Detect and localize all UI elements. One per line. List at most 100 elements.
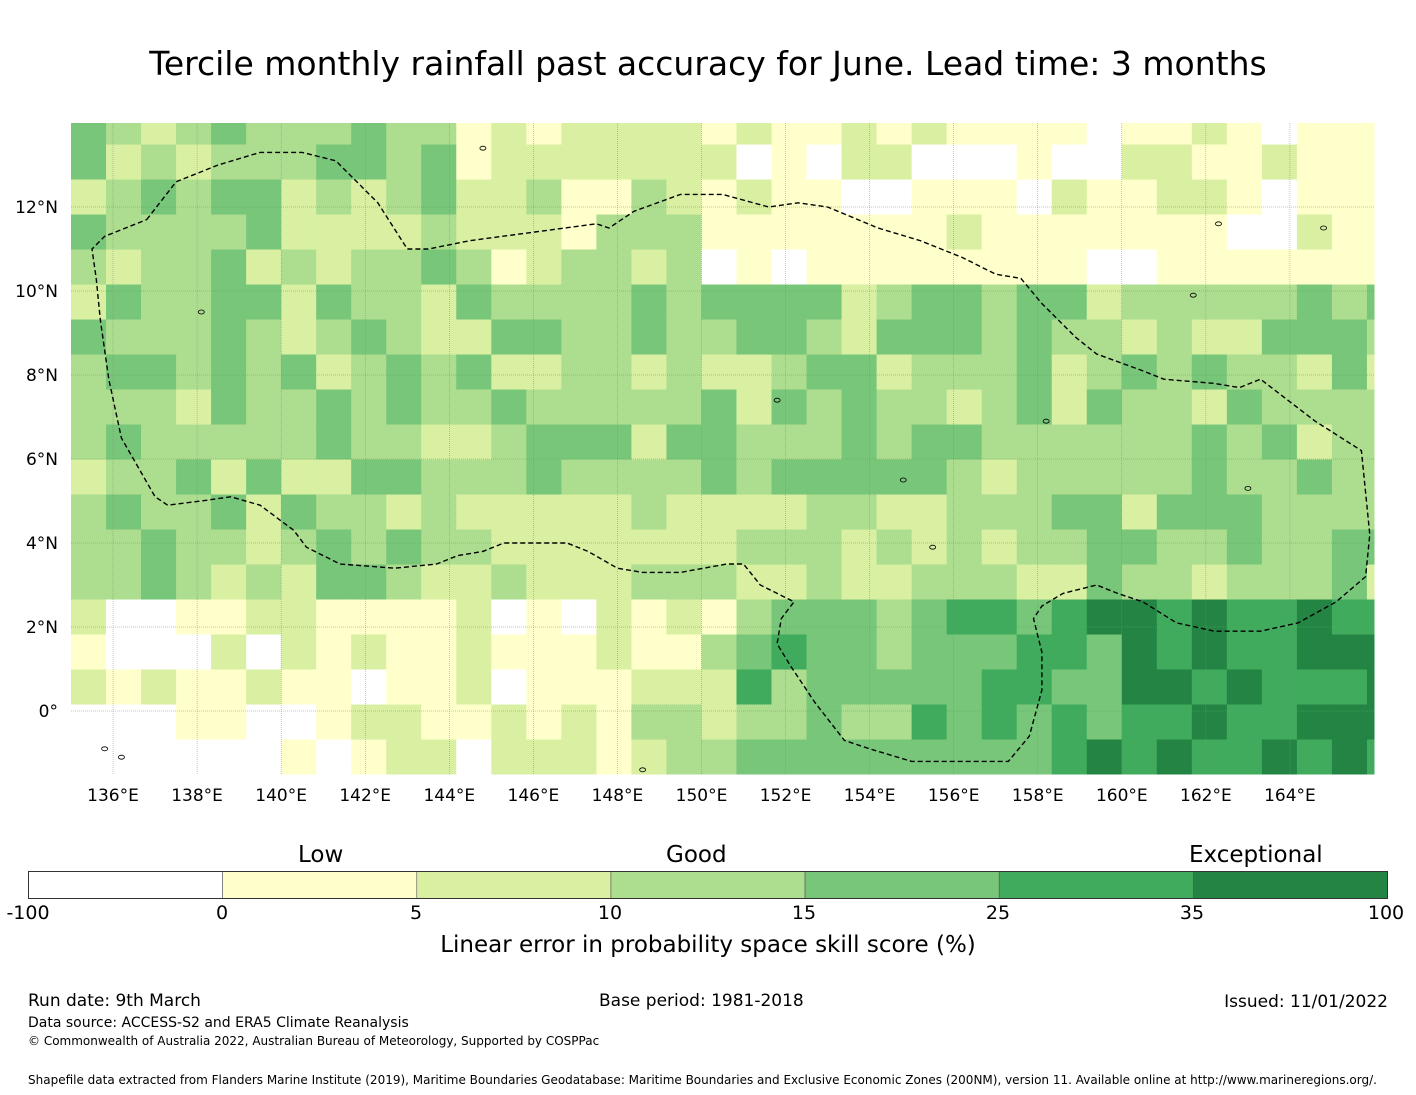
island-outline — [1042, 418, 1050, 424]
grid-cell — [1226, 459, 1263, 495]
grid-cell — [1051, 214, 1088, 250]
grid-cell — [316, 669, 352, 705]
colorbar-bin — [222, 871, 418, 899]
colorbar-tick: 35 — [1179, 902, 1205, 924]
grid-cell — [316, 284, 352, 320]
grid-cell — [1016, 319, 1053, 355]
grid-cell — [561, 564, 597, 600]
grid-cell — [561, 249, 597, 285]
colorbar-title: Linear error in probability space skill … — [440, 932, 976, 958]
grid-cell — [176, 249, 212, 285]
grid-cell — [946, 284, 983, 320]
grid-cell — [876, 669, 913, 705]
grid-cell — [701, 249, 737, 285]
grid-cell — [1296, 424, 1333, 460]
grid-cell — [211, 389, 247, 425]
grid-cell — [1121, 284, 1158, 320]
grid-cell — [351, 179, 387, 215]
grid-cell — [911, 704, 948, 740]
grid-cell — [946, 389, 983, 425]
grid-cell — [526, 319, 562, 355]
grid-cell — [806, 634, 843, 670]
grid-cell — [1296, 179, 1333, 215]
grid-cell — [456, 319, 492, 355]
grid-cell — [806, 389, 843, 425]
grid-cell — [106, 424, 142, 460]
grid-cell — [736, 564, 773, 600]
grid-cell — [1226, 284, 1263, 320]
grid-cell — [631, 284, 667, 320]
grid-cell — [491, 669, 527, 705]
grid-cell — [946, 634, 983, 670]
shapefile-credit: Shapefile data extracted from Flanders M… — [28, 1073, 1377, 1087]
grid-cell — [1016, 459, 1053, 495]
grid-cell — [1331, 494, 1368, 530]
grid-cell — [421, 564, 457, 600]
grid-cell — [1191, 564, 1228, 600]
grid-cell — [841, 123, 878, 145]
grid-cell — [1296, 704, 1333, 740]
longitude-tick-labels: 136°E 138°E 140°E 142°E 144°E 146°E 148°E 150°E… — [87, 786, 1316, 806]
grid-cell — [141, 564, 177, 600]
grid-cell — [1296, 739, 1333, 775]
grid-cell — [316, 354, 352, 390]
grid-cell — [351, 739, 387, 775]
grid-cell — [1331, 529, 1368, 565]
grid-cell — [1191, 494, 1228, 530]
grid-cell — [1366, 669, 1375, 705]
grid-cell — [841, 389, 878, 425]
grid-cell — [806, 284, 843, 320]
grid-cell — [1016, 389, 1053, 425]
grid-cell — [491, 459, 527, 495]
grid-cell — [806, 144, 843, 180]
grid-cell — [596, 669, 632, 705]
grid-cell — [631, 389, 667, 425]
grid-cell — [981, 179, 1018, 215]
grid-cell — [316, 249, 352, 285]
grid-cell — [1086, 564, 1123, 600]
grid-cell — [316, 144, 352, 180]
grid-cell — [491, 634, 527, 670]
grid-cell — [981, 144, 1018, 180]
island-outline — [899, 477, 907, 483]
grid-cell — [211, 249, 247, 285]
island-outline — [1320, 225, 1327, 231]
grid-cell — [981, 123, 1018, 145]
grid-cell — [491, 319, 527, 355]
grid-cell — [211, 214, 247, 250]
grid-cell — [981, 564, 1018, 600]
grid-cell — [386, 123, 422, 145]
grid-cell — [701, 424, 737, 460]
grid-cell — [631, 669, 667, 705]
grid-cell — [911, 144, 948, 180]
longitude-label: 148°E — [592, 786, 644, 806]
grid-cell — [771, 529, 808, 565]
grid-cell — [876, 123, 913, 145]
grid-cell — [1366, 564, 1375, 600]
grid-cell — [946, 144, 983, 180]
rainfall-skill-map: 136°E 138°E 140°E 142°E 144°E 146°E 148°E 150°E… — [15, 123, 1375, 806]
grid-cell — [1086, 494, 1123, 530]
grid-cell — [1086, 424, 1123, 460]
grid-cell — [1331, 179, 1368, 215]
grid-cell — [1261, 179, 1298, 215]
grid-cell — [631, 424, 667, 460]
grid-cell — [316, 179, 352, 215]
grid-cell — [771, 459, 808, 495]
grid-cell — [1121, 319, 1158, 355]
grid-cell — [736, 123, 773, 145]
grid-cell — [211, 704, 247, 740]
grid-cell — [1051, 599, 1088, 635]
grid-cell — [806, 669, 843, 705]
grid-cell — [1331, 634, 1368, 670]
run-date: Run date: 9th March — [28, 991, 201, 1011]
grid-cell — [351, 599, 387, 635]
grid-cell — [211, 739, 247, 775]
grid-cell — [876, 704, 913, 740]
grid-cell — [1086, 739, 1123, 775]
grid-cell — [141, 123, 177, 145]
grid-cell — [1261, 319, 1298, 355]
grid-cell — [666, 634, 702, 670]
grid-cell — [1051, 529, 1088, 565]
longitude-label: 156°E — [928, 786, 980, 806]
